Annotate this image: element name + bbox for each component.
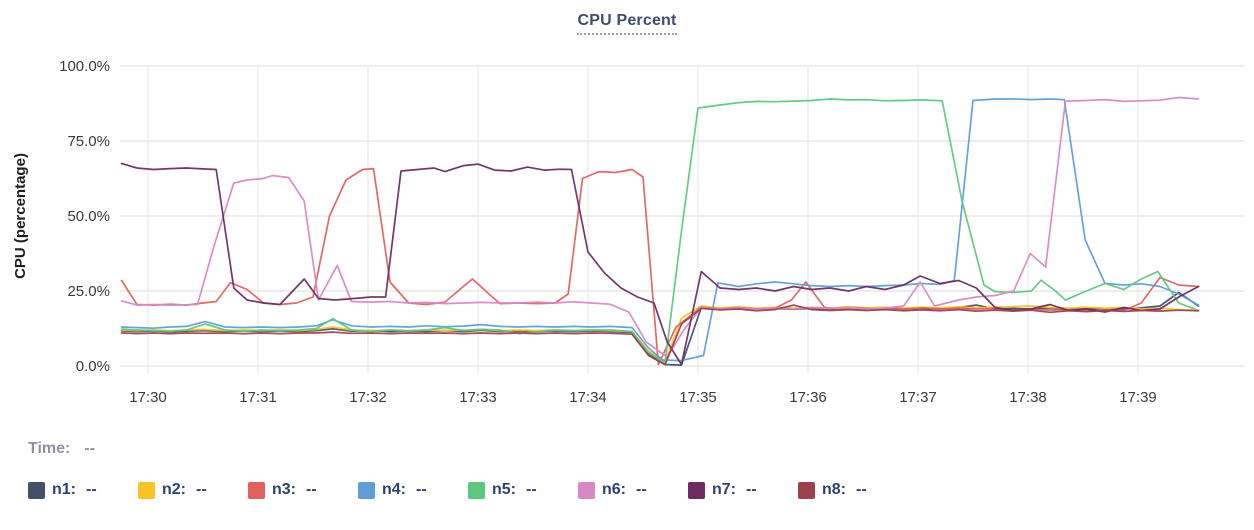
series-line-n8 [120,304,1200,366]
legend-swatch-n2 [138,481,155,499]
legend-value-n8: -- [856,481,867,498]
legend-label-n7: n7: [712,481,736,498]
x-tick-label: 17:36 [789,389,827,406]
y-tick-label: 50.0% [67,208,110,225]
legend-label-n4: n4: [382,481,406,498]
legend-item-n8[interactable]: n8: -- [798,481,908,499]
legend-swatch-n4 [358,481,375,499]
legend-item-n7[interactable]: n7: -- [688,481,798,499]
y-axis-title: CPU (percentage) [12,153,29,279]
legend-item-n4[interactable]: n4: -- [358,481,468,499]
legend-value-n4: -- [416,481,427,498]
legend-label-n3: n3: [272,481,296,498]
series-line-n4 [120,98,1200,362]
x-tick-label: 17:37 [899,389,937,406]
x-tick-label: 17:39 [1119,389,1157,406]
y-tick-label: 75.0% [67,133,110,150]
legend-label-n8: n8: [822,481,846,498]
chart-title[interactable]: CPU Percent [577,12,677,35]
x-tick-label: 17:31 [239,389,277,406]
legend-swatch-n3 [248,481,265,499]
time-label: Time: [28,440,71,457]
time-value: -- [84,440,96,457]
legend-value-n5: -- [526,481,537,498]
legend-item-n5[interactable]: n5: -- [468,481,578,499]
x-tick-label: 17:33 [459,389,497,406]
legend-value-n7: -- [746,481,757,498]
legend-label-n2: n2: [162,481,186,498]
x-tick-label: 17:30 [129,389,167,406]
y-tick-label: 25.0% [67,283,110,300]
y-tick-label: 100.0% [59,58,110,75]
x-tick-label: 17:38 [1009,389,1047,406]
x-tick-label: 17:35 [679,389,717,406]
series-line-n3 [120,167,1200,366]
legend-swatch-n8 [798,481,815,499]
legend-swatch-n6 [578,481,595,499]
series-line-n7 [120,162,1200,366]
legend-item-n6[interactable]: n6: -- [578,481,688,499]
legend-value-n2: -- [196,481,207,498]
legend-swatch-n5 [468,481,485,499]
legend-item-n3[interactable]: n3: -- [248,481,358,499]
x-tick-label: 17:32 [349,389,387,406]
y-tick-label: 0.0% [76,358,110,375]
legend-label-n1: n1: [52,481,76,498]
legend-swatch-n1 [28,481,45,499]
legend-item-n1[interactable]: n1: -- [28,481,138,499]
legend-value-n6: -- [636,481,647,498]
x-tick-label: 17:34 [569,389,607,406]
legend-label-n5: n5: [492,481,516,498]
series-line-n6 [120,96,1200,358]
cpu-line-chart: 17:30 17:31 17:32 17:33 17:34 17:35 17:36 17:37… [12,58,1244,406]
legend-item-n2[interactable]: n2: -- [138,481,248,499]
legend-value-n1: -- [86,481,97,498]
legend-swatch-n7 [688,481,705,499]
time-row: Time: -- [28,440,95,458]
legend-value-n3: -- [306,481,317,498]
chart-title-row: CPU Percent [0,12,1254,35]
chart-legend: n1: -- n2: -- n3: -- n4: -- n5: -- n6: -- n7: -- n8: -- [28,481,908,499]
legend-label-n6: n6: [602,481,626,498]
